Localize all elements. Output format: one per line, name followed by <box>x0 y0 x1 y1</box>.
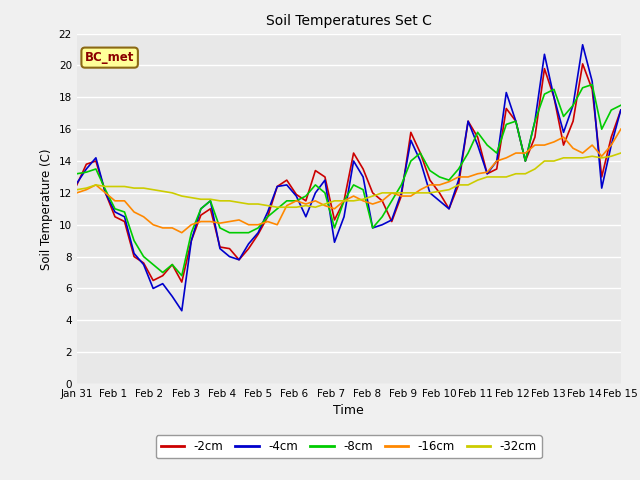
X-axis label: Time: Time <box>333 405 364 418</box>
Text: BC_met: BC_met <box>85 51 134 64</box>
Y-axis label: Soil Temperature (C): Soil Temperature (C) <box>40 148 53 270</box>
Title: Soil Temperatures Set C: Soil Temperatures Set C <box>266 14 432 28</box>
Legend: -2cm, -4cm, -8cm, -16cm, -32cm: -2cm, -4cm, -8cm, -16cm, -32cm <box>156 435 541 458</box>
